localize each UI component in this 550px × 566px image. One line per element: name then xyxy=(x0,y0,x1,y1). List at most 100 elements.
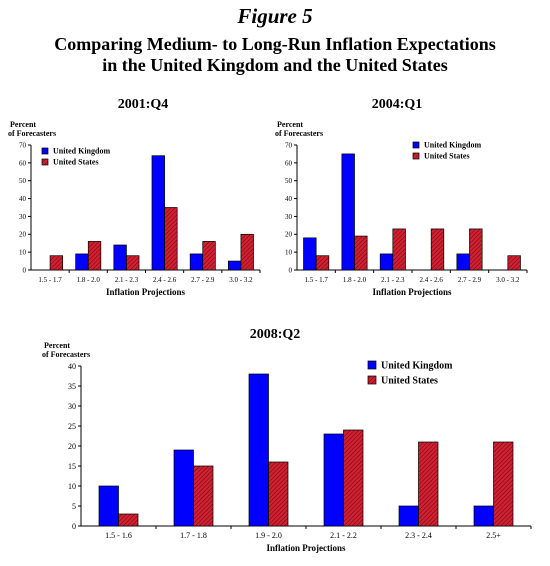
bar-us xyxy=(164,207,178,271)
chart-2004-q1: 2004:Q1 Percent of Forecasters 0 10 20 30 40 50 6… xyxy=(275,97,528,297)
x-tick-label: 2.1 - 2.2 xyxy=(330,531,357,540)
legend: United Kingdom United States xyxy=(412,141,481,161)
bar-us xyxy=(354,235,368,271)
bar-uk xyxy=(189,253,204,271)
bar-uk xyxy=(113,244,127,271)
legend-swatch-uk xyxy=(367,360,377,370)
bar-uk xyxy=(456,253,470,271)
y-tick-label: 35 xyxy=(68,382,76,391)
x-axis-label: Inflation Projections xyxy=(266,543,346,553)
x-tick-label: 3.0 - 3.2 xyxy=(229,276,253,284)
y-tick-label: 50 xyxy=(19,177,27,185)
bar-us xyxy=(193,465,214,527)
bar-uk xyxy=(379,253,394,271)
chart-title: 2001:Q4 xyxy=(118,97,169,112)
bar-uk xyxy=(341,153,355,271)
bar-uk xyxy=(75,253,89,271)
bar-uk xyxy=(248,373,269,527)
bar-us xyxy=(392,228,406,271)
y-tick-label: 60 xyxy=(285,159,293,167)
bar-us xyxy=(507,255,521,271)
legend: United Kingdom United States xyxy=(41,147,110,167)
figure-title-line-1: Comparing Medium- to Long-Run Inflation … xyxy=(54,34,496,54)
y-tick-label: 10 xyxy=(19,249,27,257)
x-tick-label: 1.9 - 2.0 xyxy=(255,531,282,540)
chart-title: 2008:Q2 xyxy=(250,327,301,342)
x-tick-label: 1.7 - 1.8 xyxy=(180,531,207,540)
bar-uk xyxy=(173,449,194,527)
bar-uk xyxy=(98,485,119,527)
x-tick-label: 1.5 - 1.6 xyxy=(105,531,132,540)
x-tick-label: 1.5 - 1.7 xyxy=(38,276,62,284)
bar-us xyxy=(202,241,216,271)
legend-swatch-uk xyxy=(412,141,420,149)
x-tick-label: 1.8 - 2.0 xyxy=(77,276,101,284)
x-tick-label: 3.0 - 3.2 xyxy=(496,276,520,284)
figure-label: Figure 5 xyxy=(237,4,313,28)
y-tick-label: 10 xyxy=(68,482,76,491)
y-tick-label: 20 xyxy=(68,442,76,451)
bar-uk xyxy=(323,433,344,527)
y-tick-label: 20 xyxy=(285,231,293,239)
y-tick-label: 50 xyxy=(285,177,293,185)
chart-2008-q2: 2008:Q2 Percent of Forecasters 0 5 10 15 20 25 30… xyxy=(42,327,532,553)
bar-us xyxy=(430,228,445,271)
legend-label-us: United States xyxy=(424,152,470,161)
bar-uk xyxy=(473,505,494,527)
legend-label-uk: United Kingdom xyxy=(424,141,481,150)
bar-us xyxy=(343,429,364,527)
x-tick-label: 2.5+ xyxy=(486,531,501,540)
y-tick-label: 70 xyxy=(19,141,27,149)
y-tick-label: 15 xyxy=(68,462,76,471)
y-tick-label: 0 xyxy=(289,266,293,274)
chart-2001-q4: 2001:Q4 Percent of Forecasters 0 10 20 30 40 50 6… xyxy=(8,97,261,297)
y-tick-label: 5 xyxy=(72,502,76,511)
legend: United Kingdom United States xyxy=(367,360,453,387)
bar-us xyxy=(49,255,64,271)
bar-uk xyxy=(398,505,419,527)
x-axis-label: Inflation Projections xyxy=(372,287,452,297)
bar-us xyxy=(268,461,289,527)
bar-us xyxy=(126,255,140,271)
figure-title: Comparing Medium- to Long-Run Inflation … xyxy=(0,34,550,76)
legend-label-us: United States xyxy=(53,158,99,167)
legend-swatch-uk xyxy=(41,147,49,155)
bar-us xyxy=(418,441,439,527)
legend-label-uk: United Kingdom xyxy=(53,147,110,156)
legend-label-uk: United Kingdom xyxy=(381,361,453,372)
legend-label-us: United States xyxy=(381,376,438,387)
x-tick-label: 2.4 - 2.6 xyxy=(153,276,177,284)
bar-us xyxy=(315,255,330,271)
bar-us xyxy=(493,441,514,527)
y-axis-label: Percent of Forecasters xyxy=(42,341,90,359)
legend-swatch-us xyxy=(412,152,420,160)
y-tick-label: 25 xyxy=(68,422,76,431)
bar-us xyxy=(240,233,254,271)
y-tick-label: 70 xyxy=(285,141,293,149)
bar-uk xyxy=(151,155,165,271)
figure-title-line-2: in the United Kingdom and the United Sta… xyxy=(102,55,448,75)
y-tick-label: 30 xyxy=(285,213,293,221)
x-tick-label: 2.1 - 2.3 xyxy=(381,276,405,284)
bar-uk xyxy=(227,260,242,271)
x-tick-label: 2.7 - 2.9 xyxy=(458,276,482,284)
y-tick-label: 40 xyxy=(285,195,293,203)
bar-us xyxy=(118,513,139,527)
x-tick-label: 2.3 - 2.4 xyxy=(405,531,432,540)
y-tick-label: 30 xyxy=(19,213,27,221)
x-tick-label: 1.5 - 1.7 xyxy=(304,276,328,284)
y-tick-label: 0 xyxy=(23,266,27,274)
legend-swatch-us xyxy=(41,158,49,166)
y-tick-label: 60 xyxy=(19,159,27,167)
y-tick-label: 40 xyxy=(19,195,27,203)
bar-us xyxy=(469,228,483,271)
y-tick-label: 20 xyxy=(19,231,27,239)
bar-us xyxy=(87,241,102,271)
legend-swatch-us xyxy=(367,375,377,385)
y-tick-label: 10 xyxy=(285,249,293,257)
x-axis-label: Inflation Projections xyxy=(106,287,186,297)
y-tick-label: 30 xyxy=(68,402,76,411)
bar-uk xyxy=(303,237,317,271)
y-tick-label: 0 xyxy=(72,522,76,531)
chart-title: 2004:Q1 xyxy=(372,97,423,112)
